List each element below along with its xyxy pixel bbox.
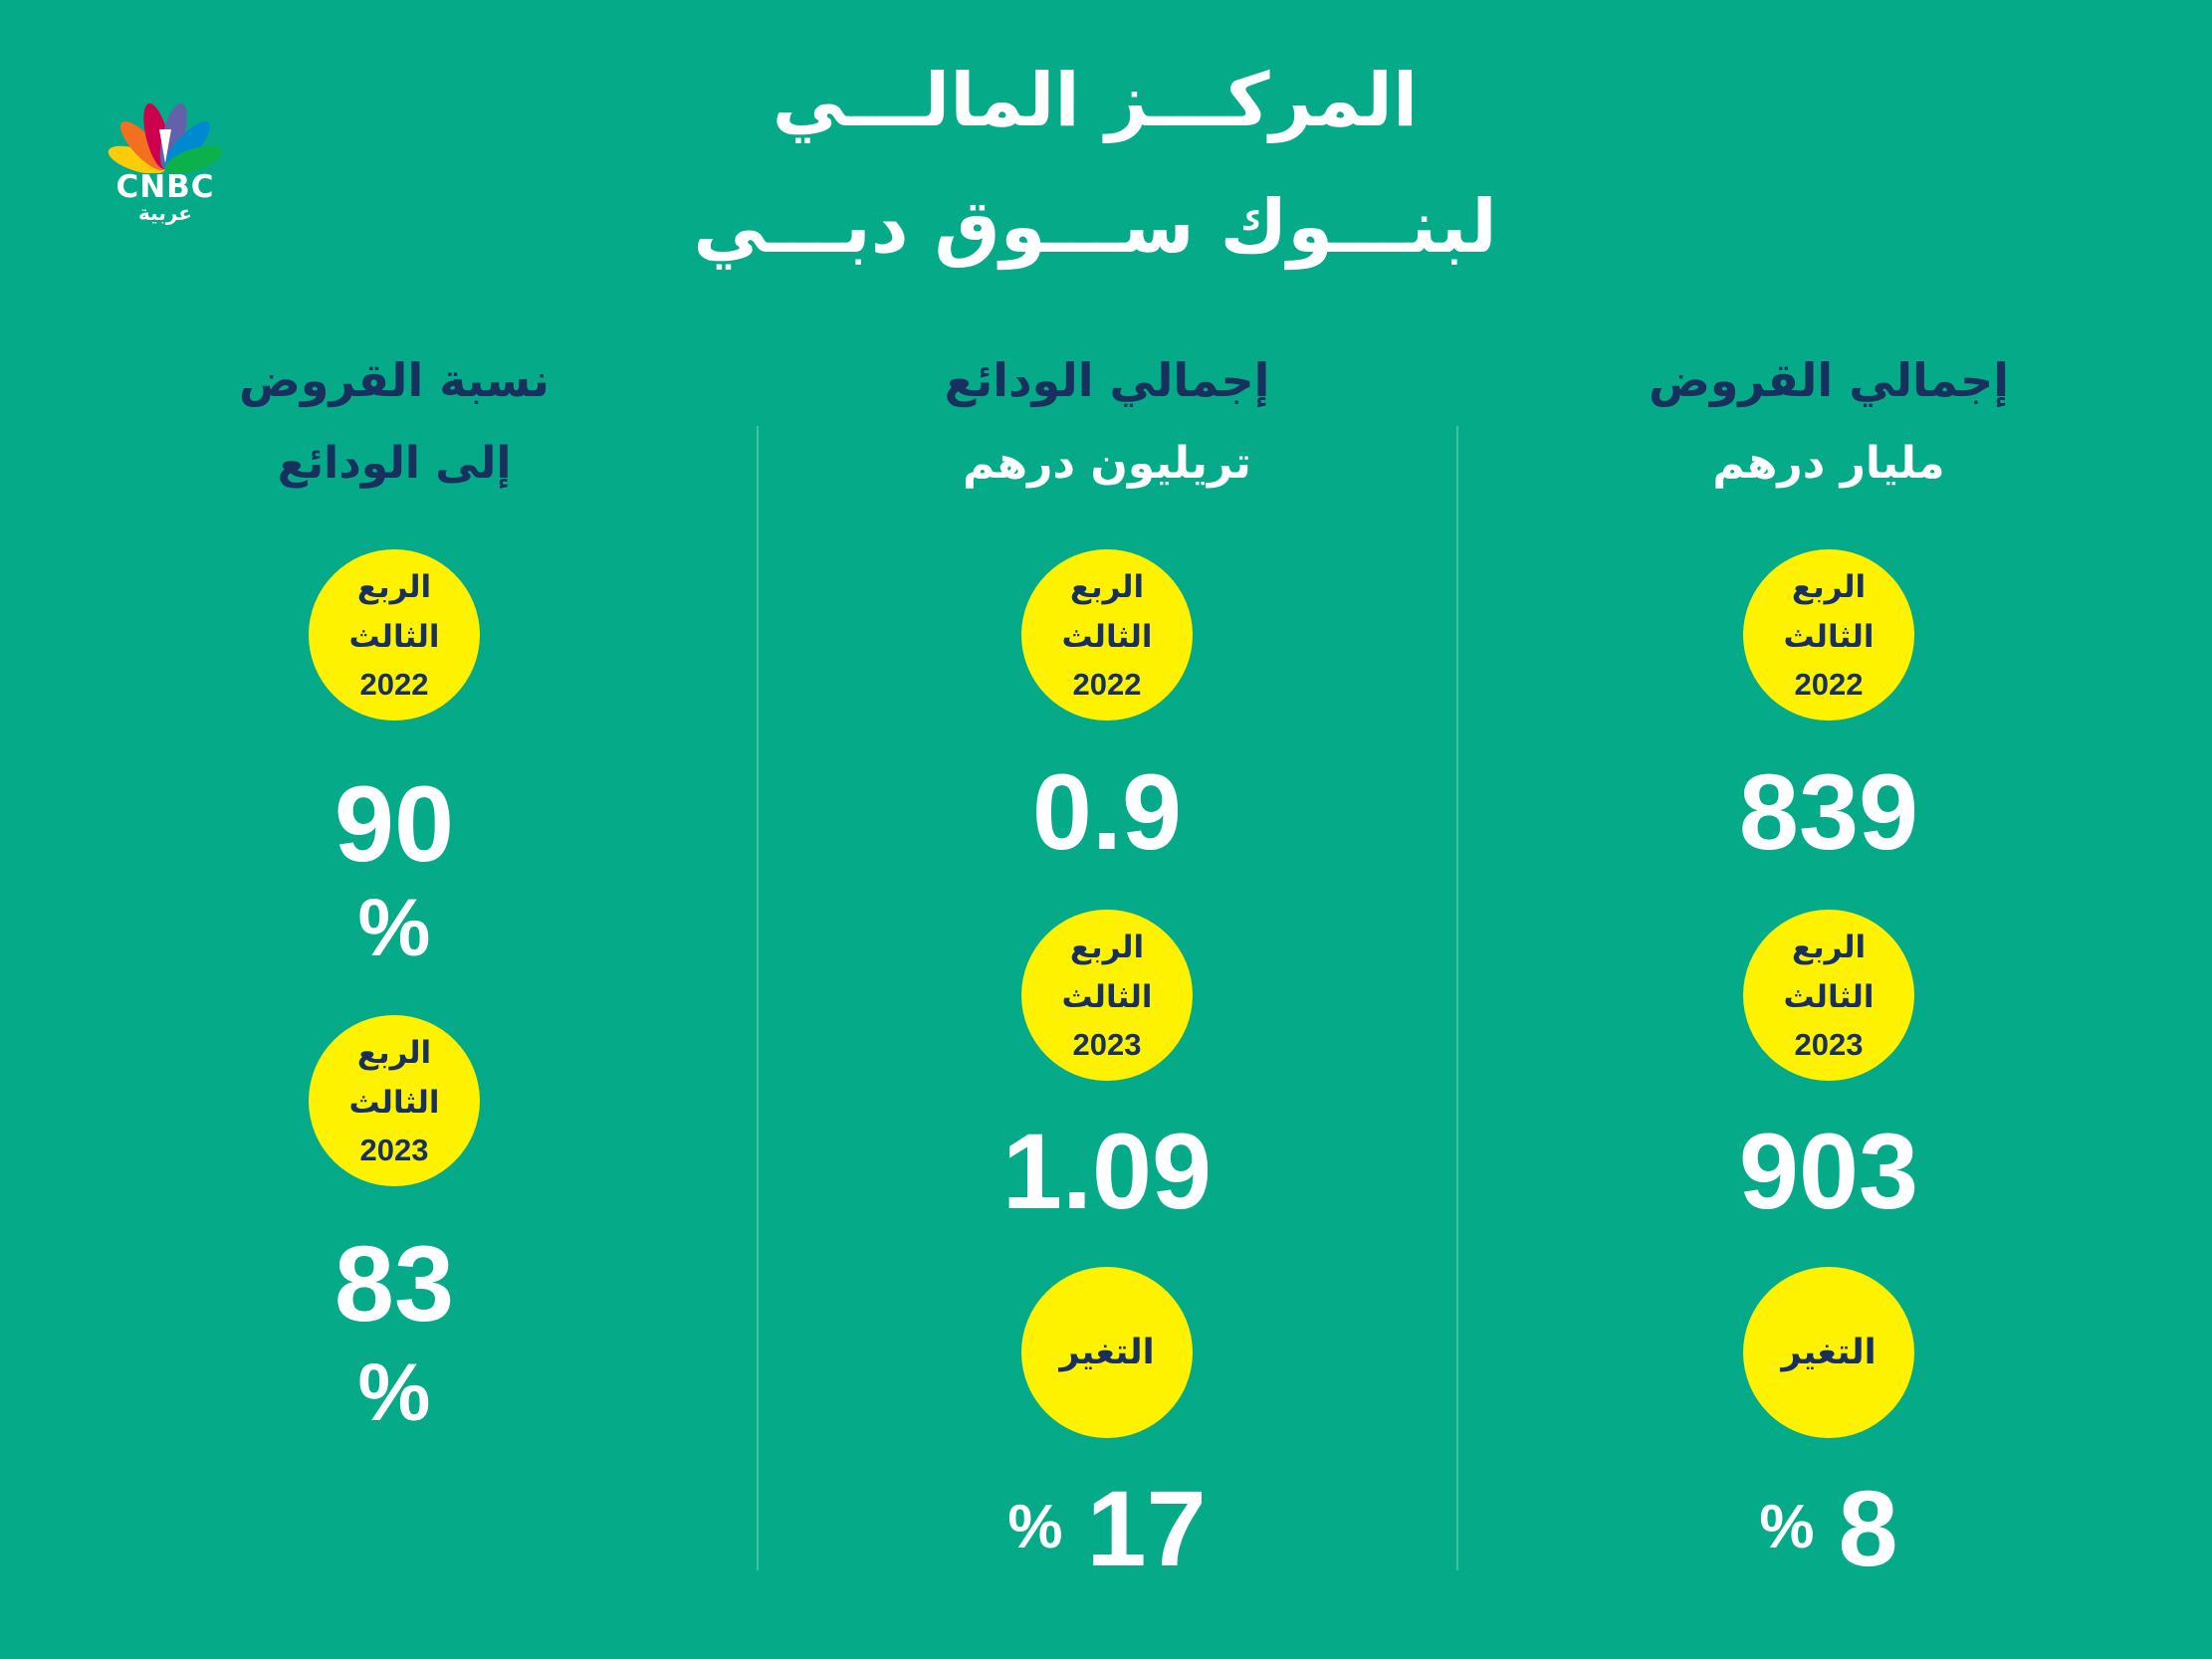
- logo-text: CNBC: [115, 169, 215, 205]
- deposits-q3-2022-badge: الربع الثالث 2022: [1021, 549, 1193, 721]
- ratio-value-2023: 83: [333, 1223, 455, 1344]
- ratio-column: نسبة القروض إلى الودائع الربع الثالث 202…: [115, 0, 673, 1659]
- ratio-q3-2022-badge: الربع الثالث 2022: [309, 549, 480, 721]
- change-label: التغير: [1781, 1333, 1877, 1372]
- deposits-column: إجمالي الودائع تريليون درهم الربع الثالث…: [828, 0, 1386, 1659]
- badge-quarter-ordinal: الثالث: [1061, 979, 1153, 1015]
- ratio-heading: نسبة القروض: [238, 353, 550, 407]
- ratio-value-2022: 90: [333, 763, 455, 884]
- badge-year: 2023: [359, 1133, 429, 1167]
- percent-symbol: %: [1007, 1493, 1063, 1561]
- column-divider: [757, 426, 759, 1570]
- badge-quarter-label: الربع: [356, 569, 432, 605]
- loans-unit: مليار درهم: [1712, 438, 1945, 489]
- badge-quarter-label: الربع: [1791, 569, 1867, 605]
- deposits-heading: إجمالي الودائع: [944, 353, 1270, 407]
- badge-year: 2022: [1072, 667, 1142, 702]
- loans-column: إجمالي القروض مليار درهم الربع الثالث 20…: [1550, 0, 2107, 1659]
- loans-change: % 8: [1550, 1468, 2107, 1621]
- ratio-value-2022-unit: %: [357, 883, 431, 973]
- page-title-line1: المركـــز المالـــي: [772, 58, 1419, 143]
- badge-quarter-ordinal: الثالث: [348, 619, 440, 655]
- loans-heading: إجمالي القروض: [1648, 353, 2010, 407]
- deposits-value-2023: 1.09: [1001, 1111, 1213, 1231]
- loans-q3-2022-badge: الربع الثالث 2022: [1743, 549, 1914, 721]
- badge-year: 2023: [1072, 1027, 1142, 1062]
- ratio-q3-2023-badge: الربع الثالث 2023: [309, 1015, 480, 1186]
- ratio-value-2023-unit: %: [357, 1348, 431, 1438]
- cnbc-arabia-logo: CNBC عربية: [96, 94, 235, 225]
- logo-subtext: عربية: [138, 201, 192, 225]
- deposits-unit: تريليون درهم: [963, 438, 1251, 489]
- badge-quarter-label: الربع: [1791, 930, 1867, 965]
- badge-quarter-ordinal: الثالث: [1783, 619, 1875, 655]
- peacock-icon: [108, 103, 223, 173]
- badge-quarter-label: الربع: [1069, 569, 1145, 605]
- change-label: التغير: [1059, 1333, 1155, 1372]
- ratio-subheading: إلى الودائع: [277, 438, 512, 489]
- badge-quarter-ordinal: الثالث: [348, 1085, 440, 1121]
- deposits-q3-2023-badge: الربع الثالث 2023: [1021, 910, 1193, 1081]
- badge-quarter-ordinal: الثالث: [1061, 619, 1153, 655]
- loans-change-value: 8: [1838, 1468, 1898, 1588]
- percent-symbol: %: [1759, 1493, 1815, 1561]
- column-divider: [1456, 426, 1458, 1570]
- badge-quarter-label: الربع: [356, 1035, 432, 1071]
- badge-quarter-ordinal: الثالث: [1783, 979, 1875, 1015]
- deposits-change-value: 17: [1086, 1468, 1207, 1588]
- badge-year: 2022: [359, 667, 429, 702]
- deposits-change: % 17: [828, 1468, 1386, 1621]
- loans-value-2022: 839: [1738, 751, 1919, 872]
- deposits-change-badge: التغير: [1021, 1267, 1193, 1438]
- badge-year: 2022: [1794, 667, 1864, 702]
- badge-year: 2023: [1794, 1027, 1864, 1062]
- deposits-value-2022: 0.9: [1031, 751, 1183, 872]
- page-title-line2: لبنـــوك ســـوق دبـــي: [693, 184, 1497, 270]
- loans-q3-2023-badge: الربع الثالث 2023: [1743, 910, 1914, 1081]
- loans-value-2023: 903: [1738, 1111, 1919, 1231]
- loans-change-badge: التغير: [1743, 1267, 1914, 1438]
- badge-quarter-label: الربع: [1069, 930, 1145, 965]
